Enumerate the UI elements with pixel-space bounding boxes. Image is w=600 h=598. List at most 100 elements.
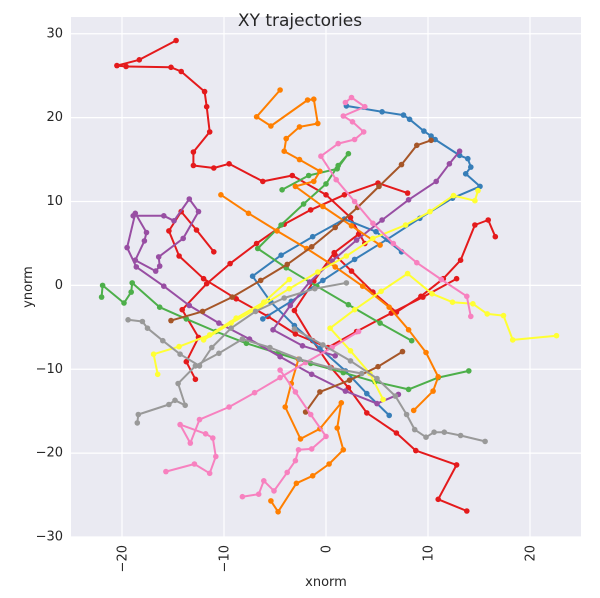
trajectory-point (347, 358, 354, 364)
trajectory-point (393, 430, 400, 436)
trajectory-point (186, 196, 193, 202)
trajectory-point (199, 308, 206, 315)
trajectory-point (192, 376, 199, 383)
trajectory-point (408, 337, 415, 344)
trajectory-point (191, 461, 198, 467)
tick-labels: −20 −10 0 10 20 −30 −20 −10 0 10 20 30 (36, 26, 539, 572)
trajectory-point (468, 313, 474, 320)
trajectory-point (386, 304, 393, 311)
trajectory-point (484, 311, 491, 317)
trajectory-point (166, 401, 172, 408)
trajectory-point (386, 412, 393, 419)
trajectory-point (464, 293, 470, 300)
trajectory-point (292, 331, 299, 337)
trajectory-point (307, 207, 314, 213)
trajectory-point (465, 155, 471, 162)
trajectory-point (228, 325, 234, 332)
trajectory-point (402, 222, 409, 228)
trajectory-point (133, 264, 140, 270)
trajectory-point (154, 371, 161, 378)
trajectory-point (166, 228, 172, 234)
trajectory-point (210, 435, 216, 441)
trajectory-point (342, 99, 349, 106)
trajectory-series (270, 148, 463, 359)
trajectory-point (277, 87, 283, 93)
trajectory-point (279, 187, 285, 193)
trajectory-point (335, 162, 342, 169)
trajectory-point (438, 276, 445, 283)
trajectory-point (195, 208, 202, 215)
trajectory-point (216, 320, 222, 326)
trajectory-point (295, 447, 302, 453)
trajectory-point (253, 114, 260, 120)
trajectory-point (500, 312, 507, 319)
trajectory-point (200, 275, 207, 282)
trajectory-point (163, 468, 169, 475)
trajectory-point (472, 197, 478, 204)
trajectory-point (156, 304, 163, 311)
trajectory-point (144, 325, 151, 332)
trajectory-point (362, 103, 368, 110)
trajectory-point (509, 337, 516, 343)
trajectory-series (239, 367, 329, 500)
trajectory-point (268, 123, 274, 129)
trajectory-point (332, 353, 339, 359)
trajectory-point (286, 276, 293, 283)
trajectory-point (341, 192, 348, 198)
trajectory-point (275, 509, 281, 515)
trajectory-point (405, 327, 412, 333)
trajectory-point (206, 129, 213, 135)
trajectory-point (178, 68, 184, 75)
trajectory-point (348, 223, 355, 229)
trajectory-point (129, 280, 135, 286)
trajectory-point (255, 491, 262, 498)
trajectory-point (283, 135, 290, 142)
trajectory-point (431, 429, 437, 436)
trajectory-point (135, 411, 142, 418)
trajectory-point (345, 150, 352, 157)
trajectory-series (168, 137, 434, 324)
trajectory-point (306, 279, 313, 285)
trajectory-point (406, 116, 413, 123)
trajectory-point (364, 410, 370, 416)
trajectory-point (470, 301, 476, 307)
trajectory-series (125, 280, 350, 369)
trajectory-point (462, 171, 469, 177)
trajectory-point (121, 300, 127, 306)
trajectory-point (227, 260, 233, 267)
trajectory-point (420, 294, 426, 300)
trajectory-point (98, 294, 105, 300)
y-axis-label: ynorm (21, 266, 36, 308)
trajectory-point (156, 263, 163, 269)
trajectory-point (257, 277, 264, 284)
trajectory-point (374, 400, 380, 407)
trajectory-point (282, 404, 289, 410)
trajectory-point (472, 222, 478, 228)
trajectory-point (323, 433, 329, 440)
trajectory-point (124, 244, 130, 251)
trajectory-point (364, 390, 370, 397)
trajectory-series (218, 192, 442, 414)
trajectory-point (410, 407, 417, 414)
y-tick-label: 10 (46, 194, 63, 209)
trajectory-point (427, 208, 433, 215)
trajectory-point (300, 201, 307, 207)
trajectory-point (343, 253, 350, 259)
x-tick-label: 0 (320, 545, 335, 553)
trajectory-point (430, 388, 436, 394)
trajectory-point (270, 327, 276, 333)
trajectory-point (348, 268, 355, 274)
trajectory-point (171, 218, 177, 224)
trajectory-point (172, 397, 178, 404)
trajectory-point (186, 302, 193, 309)
trajectory-point (315, 269, 321, 275)
trajectory-point (485, 217, 492, 223)
trajectory-point (423, 434, 429, 441)
trajectory-point (168, 64, 174, 71)
trajectory-point (139, 318, 146, 325)
trajectory-point (233, 315, 239, 321)
trajectory-point (435, 374, 442, 380)
trajectory-point (141, 238, 148, 244)
trajectory-point (287, 302, 294, 309)
trajectory-point (351, 306, 358, 313)
